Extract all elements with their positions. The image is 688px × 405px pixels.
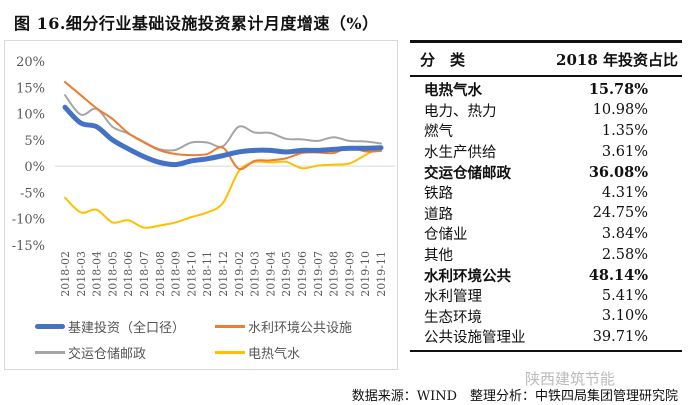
row-category: 水利管理 bbox=[424, 289, 482, 306]
row-category: 道路 bbox=[424, 206, 453, 223]
row-category: 生态环境 bbox=[424, 309, 482, 326]
x-tick-label: 2018-07 bbox=[138, 251, 151, 297]
row-share: 3.84% bbox=[601, 225, 648, 242]
table-row: 燃气 1.35% bbox=[410, 121, 682, 142]
row-share: 10.98% bbox=[592, 102, 648, 119]
table-row: 水利管理 5.41% bbox=[410, 285, 682, 306]
y-tick-label: 5% bbox=[24, 134, 45, 149]
investment-share-table: 分 类 2018 年投资占比 电热气水 15.78% 电力、热力 10.98% 燃气 1.… bbox=[410, 40, 682, 352]
table-header: 分 类 2018 年投资占比 bbox=[410, 43, 682, 75]
table-top-rule bbox=[410, 40, 682, 43]
row-share: 2.58% bbox=[601, 246, 648, 263]
x-tick-label: 2018-09 bbox=[170, 251, 183, 297]
table-row: 水生产供给 3.61% bbox=[410, 141, 682, 162]
row-category: 交运仓储邮政 bbox=[424, 164, 511, 182]
x-tick-label: 2018-12 bbox=[217, 251, 230, 297]
x-tick-label: 2018-10 bbox=[185, 251, 198, 297]
y-tick-label: -10% bbox=[12, 213, 45, 228]
x-tick-label: 2019-10 bbox=[359, 251, 372, 297]
table-row: 生态环境 3.10% bbox=[410, 306, 682, 327]
row-category: 公共设施管理业 bbox=[424, 330, 526, 347]
row-share: 1.35% bbox=[601, 122, 648, 139]
legend-item: 基建投资（全口径） bbox=[35, 317, 185, 336]
table-row: 其他 2.58% bbox=[410, 244, 682, 265]
header-category: 分 类 bbox=[420, 50, 466, 69]
x-tick-label: 2019-09 bbox=[343, 251, 356, 297]
x-tick-label: 2018-04 bbox=[91, 251, 104, 297]
x-tick-label: 2019-06 bbox=[296, 251, 309, 297]
y-tick-label: -15% bbox=[12, 239, 45, 254]
x-tick-label: 2019-05 bbox=[280, 251, 293, 297]
x-tick-label: 2018-11 bbox=[201, 251, 214, 297]
watermark: 陕西建筑节能 bbox=[525, 370, 616, 388]
row-share: 3.61% bbox=[601, 143, 648, 160]
row-share: 4.31% bbox=[601, 184, 648, 201]
row-category: 水生产供给 bbox=[424, 145, 497, 162]
x-tick-label: 2019-04 bbox=[264, 251, 277, 297]
row-share: 39.71% bbox=[592, 328, 648, 345]
row-category: 其他 bbox=[424, 248, 453, 265]
table-row: 铁路 4.31% bbox=[410, 182, 682, 203]
y-tick-label: -5% bbox=[20, 186, 45, 201]
x-tick-label: 2018-03 bbox=[75, 251, 88, 297]
row-share: 36.08% bbox=[588, 163, 648, 181]
legend-swatch bbox=[35, 351, 65, 354]
legend-swatch bbox=[215, 351, 245, 354]
row-share: 5.41% bbox=[601, 287, 648, 304]
row-category: 水利环境公共 bbox=[424, 267, 511, 285]
table-row: 公共设施管理业 39.71% bbox=[410, 327, 682, 348]
row-category: 燃气 bbox=[424, 124, 453, 141]
row-share: 24.75% bbox=[592, 205, 648, 222]
x-tick-label: 2018-08 bbox=[154, 251, 167, 297]
x-tick-label: 2018-02 bbox=[59, 251, 72, 297]
row-share: 48.14% bbox=[588, 266, 648, 284]
x-tick-label: 2019-11 bbox=[375, 251, 388, 297]
table-row: 电力、热力 10.98% bbox=[410, 100, 682, 121]
legend-label: 交运仓储邮政 bbox=[68, 347, 147, 362]
legend-item: 交运仓储邮政 bbox=[35, 343, 146, 362]
y-tick-label: 20% bbox=[16, 55, 45, 70]
y-tick-label: 0% bbox=[24, 160, 45, 175]
legend-item: 水利环境公共设施 bbox=[215, 317, 352, 336]
legend-label: 电热气水 bbox=[248, 347, 301, 362]
table-row: 交运仓储邮政 36.08% bbox=[410, 162, 682, 183]
row-category: 仓储业 bbox=[424, 227, 468, 244]
series-line-0 bbox=[62, 104, 384, 168]
y-tick-label: 15% bbox=[16, 81, 45, 96]
row-share: 15.78% bbox=[588, 81, 648, 99]
table-row: 道路 24.75% bbox=[410, 203, 682, 224]
legend-label: 基建投资（全口径） bbox=[68, 321, 186, 336]
row-category: 电热气水 bbox=[424, 82, 482, 100]
x-tick-label: 2019-08 bbox=[328, 251, 341, 297]
x-tick-label: 2018-06 bbox=[122, 251, 135, 297]
table-bottom-rule bbox=[410, 350, 682, 352]
legend-label: 水利环境公共设施 bbox=[248, 321, 353, 336]
chart-area: -15% -10% -5% 0% 5% 10% 15% 20% 2018-02 2018-03 20… bbox=[4, 40, 398, 370]
series-line-3 bbox=[64, 145, 382, 229]
table-row: 仓储业 3.84% bbox=[410, 224, 682, 245]
x-tick-label: 2019-07 bbox=[312, 251, 325, 297]
x-tick-label: 2019-02 bbox=[233, 251, 246, 297]
x-tick-label: 2019-03 bbox=[249, 251, 262, 297]
line-chart: -15%-10%-5%0%5%10%15%20%2018-02 2018-03 20… bbox=[12, 55, 395, 297]
series-line-1 bbox=[64, 81, 382, 171]
y-tick-label: 10% bbox=[16, 108, 45, 123]
table-row: 水利环境公共 48.14% bbox=[410, 265, 682, 286]
legend-item: 电热气水 bbox=[215, 343, 300, 362]
row-category: 铁路 bbox=[424, 186, 453, 203]
row-category: 电力、热力 bbox=[424, 103, 497, 120]
table-row: 电热气水 15.78% bbox=[410, 80, 682, 101]
series-line-2 bbox=[64, 94, 382, 152]
table-header-rule bbox=[410, 75, 682, 77]
chart-title: 图 16.细分行业基础设施投资累计月度增速（%） bbox=[14, 14, 379, 33]
legend-swatch bbox=[35, 324, 65, 329]
source-note: 数据来源：WIND 整理分析：中铁四局集团管理研究院 bbox=[351, 389, 678, 404]
legend-swatch bbox=[215, 325, 245, 328]
header-share: 2018 年投资占比 bbox=[556, 50, 678, 69]
row-share: 3.10% bbox=[601, 308, 648, 325]
x-tick-label: 2018-05 bbox=[106, 251, 119, 297]
